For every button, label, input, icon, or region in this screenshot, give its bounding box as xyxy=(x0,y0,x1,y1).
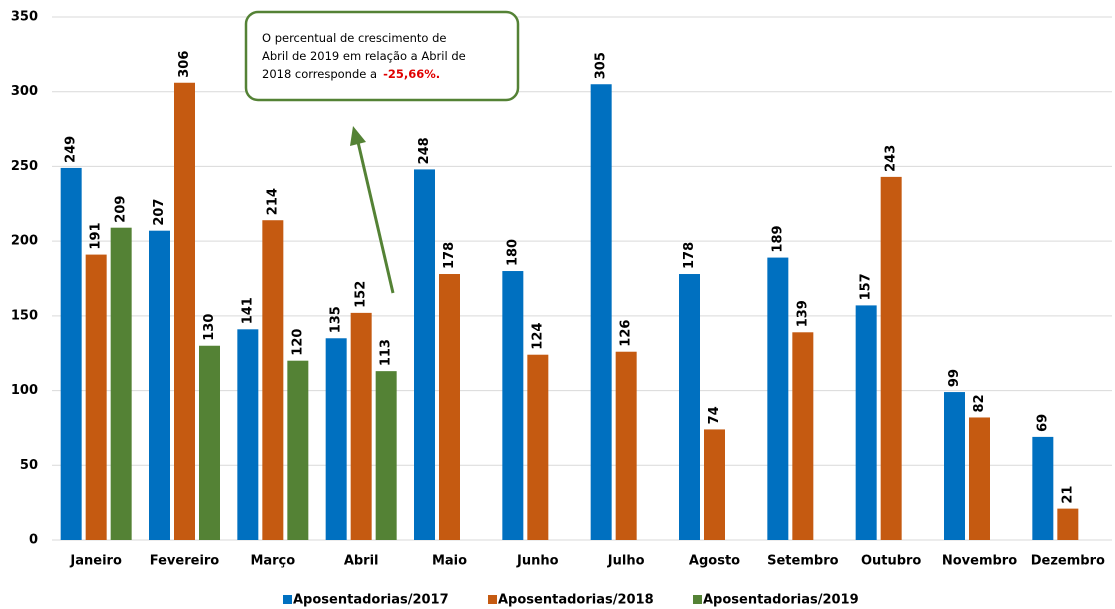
data-label: 113 xyxy=(379,339,394,366)
bar xyxy=(527,354,549,540)
data-label: 152 xyxy=(354,281,369,308)
data-label: 178 xyxy=(682,242,697,269)
y-tick-label: 50 xyxy=(20,458,38,473)
data-label: 130 xyxy=(202,314,217,341)
data-label: 214 xyxy=(265,188,280,215)
x-tick-label: Junho xyxy=(516,554,559,569)
x-tick-label: Janeiro xyxy=(69,554,122,569)
legend-swatch xyxy=(693,595,702,604)
bar xyxy=(704,429,725,540)
legend-swatch xyxy=(488,595,497,604)
legend-label: Aposentadorias/2017 xyxy=(293,593,449,608)
annotation-arrowhead xyxy=(350,126,366,146)
data-label: 126 xyxy=(619,320,634,347)
y-tick-label: 0 xyxy=(29,533,38,548)
bar xyxy=(375,371,397,540)
legend-label: Aposentadorias/2018 xyxy=(498,593,654,608)
bar xyxy=(1032,436,1054,540)
bar xyxy=(60,167,82,540)
data-label: 120 xyxy=(290,329,305,356)
x-tick-label: Outubro xyxy=(861,554,921,569)
x-tick-label: Abril xyxy=(344,554,379,569)
data-label: 157 xyxy=(859,273,874,300)
data-label: 141 xyxy=(240,297,255,324)
data-label: 139 xyxy=(795,300,810,327)
data-label: 69 xyxy=(1035,414,1050,432)
legend-label: Aposentadorias/2019 xyxy=(703,593,859,608)
plot: 0 50 100 150 200 250 300 350 Janeiro 249 191 209 Fev… xyxy=(11,10,1112,608)
bar xyxy=(792,332,814,540)
data-label: 243 xyxy=(884,145,899,172)
annotation-highlight: -25,66%. xyxy=(383,67,440,81)
x-tick-label: Novembro xyxy=(942,554,1017,569)
bar xyxy=(199,345,220,540)
annotation-line: O percentual de crescimento de xyxy=(262,31,447,45)
y-tick-label: 200 xyxy=(11,234,38,249)
data-label: 74 xyxy=(707,406,722,424)
x-tick-label: Agosto xyxy=(689,554,740,569)
annotation-box xyxy=(244,10,520,102)
bar xyxy=(502,271,524,540)
bar xyxy=(110,227,132,541)
bar xyxy=(85,254,107,540)
data-label: 178 xyxy=(442,242,457,269)
bar xyxy=(679,274,700,540)
bar xyxy=(174,82,195,541)
x-tick-label: Maio xyxy=(432,554,467,569)
x-tick-label: Fevereiro xyxy=(150,554,220,569)
x-tick-label: Março xyxy=(250,554,295,569)
x-tick-label: Dezembro xyxy=(1031,554,1105,569)
bar xyxy=(287,360,309,540)
data-label: 248 xyxy=(417,137,432,164)
bar xyxy=(414,169,435,540)
data-label: 21 xyxy=(1060,486,1075,504)
data-label: 124 xyxy=(530,323,545,350)
bar xyxy=(237,329,259,540)
annotation-line: 2018 corresponde a -25,66%. xyxy=(262,67,440,81)
x-tick-label: Setembro xyxy=(767,554,838,569)
annotation-line: 2018 corresponde a xyxy=(262,67,377,81)
bar xyxy=(615,351,637,540)
y-tick-label: 250 xyxy=(11,159,38,174)
data-label: 82 xyxy=(972,394,987,412)
x-tick-label: Julho xyxy=(607,554,645,569)
bar xyxy=(880,176,902,541)
bar xyxy=(350,312,372,540)
bar xyxy=(969,417,990,540)
y-tick-label: 300 xyxy=(11,84,38,99)
data-label: 306 xyxy=(177,51,192,78)
annotation-arrow xyxy=(356,141,395,294)
y-tick-label: 150 xyxy=(11,308,38,323)
annotation-line: Abril de 2019 em relação a Abril de xyxy=(262,49,466,63)
bar xyxy=(325,338,347,540)
data-label: 99 xyxy=(947,369,962,387)
bar xyxy=(1057,508,1079,540)
bar xyxy=(855,305,877,540)
bar xyxy=(944,392,965,540)
bar xyxy=(262,220,284,541)
bar xyxy=(149,230,170,540)
bar xyxy=(767,257,789,540)
data-label: 305 xyxy=(594,52,609,79)
data-label: 180 xyxy=(505,239,520,266)
data-label: 249 xyxy=(64,136,79,163)
data-label: 189 xyxy=(770,225,785,252)
data-label: 209 xyxy=(114,196,129,223)
data-label: 135 xyxy=(329,306,344,333)
data-label: 207 xyxy=(152,199,167,226)
legend-swatch xyxy=(283,595,292,604)
y-tick-label: 100 xyxy=(11,383,38,398)
y-tick-label: 350 xyxy=(11,10,38,25)
bar xyxy=(590,84,612,540)
bar xyxy=(439,274,460,540)
data-label: 191 xyxy=(89,222,104,249)
